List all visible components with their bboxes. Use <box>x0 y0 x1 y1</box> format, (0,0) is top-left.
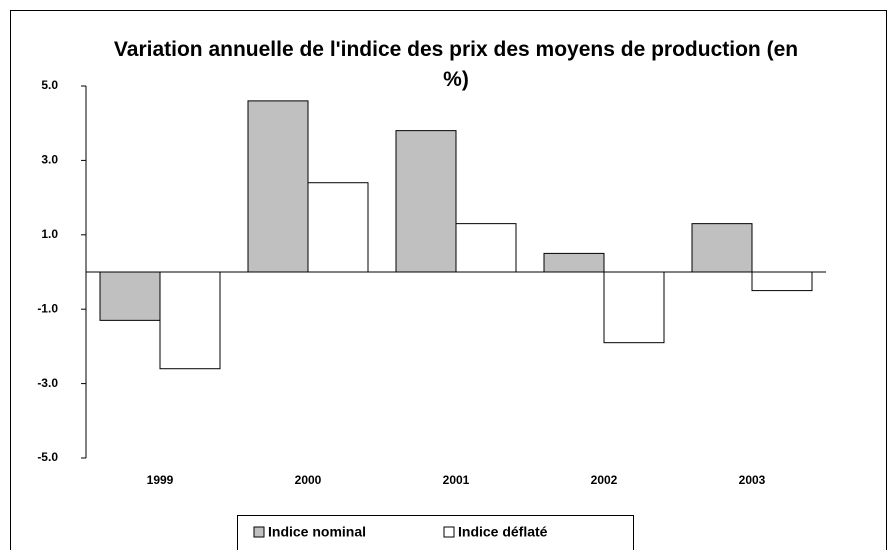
bar <box>751 271 813 292</box>
bar <box>691 223 753 273</box>
bar <box>307 182 369 273</box>
y-tick-label: 5.0 <box>41 78 58 92</box>
bar <box>543 252 605 273</box>
bar <box>247 100 309 273</box>
bar <box>159 271 221 370</box>
x-tick-label: 1999 <box>147 473 174 487</box>
bar <box>395 130 457 273</box>
x-tick-label: 2003 <box>739 473 766 487</box>
bar <box>99 271 161 321</box>
chart-border <box>10 10 887 550</box>
x-tick-label: 2001 <box>443 473 470 487</box>
bar <box>455 223 517 273</box>
y-tick-label: 3.0 <box>41 153 58 167</box>
x-tick-label: 2002 <box>591 473 618 487</box>
legend-swatch <box>253 526 265 538</box>
y-tick-label: -1.0 <box>37 301 58 315</box>
chart-title: Variation annuelle de l'indice des prix … <box>113 38 799 91</box>
legend-box <box>237 515 634 550</box>
legend-label: Indice nominal <box>268 524 366 540</box>
legend-label: Indice déflaté <box>458 524 548 540</box>
legend-swatch <box>443 526 455 538</box>
bar <box>603 271 665 344</box>
y-tick-label: 1.0 <box>41 227 58 241</box>
y-tick-label: -5.0 <box>37 450 58 464</box>
y-tick-label: -3.0 <box>37 376 58 390</box>
x-tick-label: 2000 <box>295 473 322 487</box>
